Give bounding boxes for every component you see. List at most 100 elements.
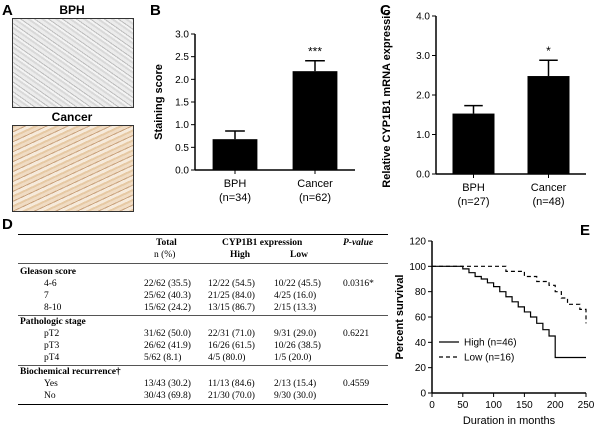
cell-total: 25/62 (40.3) [144, 291, 191, 301]
chart-e-ylabel: Percent survival [394, 275, 406, 360]
chart-e-legend-label: High (n=46) [464, 338, 517, 349]
cell-low: 9/31 (29.0) [274, 329, 317, 339]
chart-b-ytick-label: 2.0 [175, 75, 189, 86]
chart-c-ylabel: Relative CYP1B1 mRNA expression [381, 10, 393, 188]
chart-c-ytick-label: 3.0 [416, 51, 430, 62]
chart-b-ytick-label: 2.5 [175, 52, 189, 63]
chart-c-bar [452, 113, 495, 174]
cell-high: 21/30 (70.0) [208, 391, 255, 401]
chart-c-category-n: (n=27) [457, 196, 489, 208]
table-row: 4-6 22/62 (35.5) 12/22 (54.5) 10/22 (45.5) 0… [18, 278, 388, 290]
cell-low: 2/13 (15.4) [274, 379, 317, 389]
chart-b: 0.0 0.5 1.0 1.5 2.0 2.5 3.0 BPH (n=34) *** Cancer (… [153, 30, 355, 204]
cancer-histology-image [12, 125, 134, 212]
chart-e-xlabel: Duration in months [463, 415, 556, 427]
chart-b-category-label: BPH [224, 178, 247, 190]
panel-label-a: A [2, 2, 13, 19]
table-top-rule [18, 234, 388, 235]
chart-c-category-label: BPH [462, 182, 485, 194]
chart-e-xtick-label: 150 [516, 400, 533, 411]
cell-high: 11/13 (84.6) [208, 379, 255, 389]
chart-e-ytick-label: 100 [409, 262, 426, 273]
table-section-rule [18, 315, 388, 316]
chart-e-ytick-label: 40 [415, 338, 427, 349]
chart-e-series-high [432, 265, 586, 359]
chart-e-xtick-label: 0 [429, 400, 435, 411]
chart-e-ytick-label: 20 [415, 363, 427, 374]
cell-low: 2/15 (13.3) [274, 303, 317, 313]
chart-c-ytick-label: 0.0 [416, 170, 430, 181]
table-row: pT4 5/62 (8.1) 4/5 (80.0) 1/5 (20.0) [18, 352, 388, 364]
chart-e-series-low [432, 265, 587, 324]
chart-b-bar [212, 139, 258, 170]
row-label: Yes [44, 379, 58, 389]
cell-pvalue: 0.4559 [343, 379, 370, 389]
table-section-title: Gleason score [18, 266, 388, 278]
bph-histology-image [12, 18, 134, 108]
table-row: 8-10 15/62 (24.2) 13/15 (86.7) 2/15 (13.3) [18, 302, 388, 314]
row-label: 7 [44, 291, 49, 301]
table-header-rule [18, 263, 388, 264]
cell-high: 21/25 (84.0) [208, 291, 255, 301]
chart-e: 0 20 40 60 80 100 120 0 50 100 150 200 250 High (n=46… [394, 237, 595, 428]
chart-c-ytick-label: 4.0 [416, 12, 430, 23]
cell-total: 15/62 (24.2) [144, 303, 191, 313]
table-section-title: Pathologic stage [18, 316, 388, 328]
chart-b-significance: *** [308, 45, 322, 59]
chart-b-category-n: (n=34) [219, 192, 251, 204]
section-title-text: Pathologic stage [20, 317, 86, 327]
cell-high: 4/5 (80.0) [208, 353, 246, 363]
chart-e-xtick-label: 250 [578, 400, 595, 411]
cell-low: 10/22 (45.5) [274, 279, 321, 289]
cell-pvalue: 0.6221 [343, 329, 370, 339]
table-row: pT2 31/62 (50.0) 22/31 (71.0) 9/31 (29.0) 0.… [18, 328, 388, 340]
table-section-rule [18, 365, 388, 366]
chart-e-ytick-label: 60 [415, 313, 427, 324]
cell-total: 26/62 (41.9) [144, 341, 191, 351]
chart-b-ytick-label: 0.5 [175, 143, 189, 154]
cell-total: 31/62 (50.0) [144, 329, 191, 339]
cell-total: 22/62 (35.5) [144, 279, 191, 289]
chart-c: 0.0 1.0 2.0 3.0 4.0 BPH (n=27) * Cancer (n=48) Rel… [381, 10, 586, 208]
table-row: Yes 13/43 (30.2) 11/13 (84.6) 2/13 (15.4) 0.… [18, 378, 388, 390]
panel-label-c: C [380, 2, 391, 19]
chart-b-bar [292, 71, 338, 170]
chart-b-ytick-label: 3.0 [175, 30, 189, 41]
header-low: Low [290, 250, 308, 260]
chart-c-ytick-label: 1.0 [416, 130, 430, 141]
cell-pvalue: 0.0316* [343, 279, 374, 289]
chart-e-xtick-label: 200 [547, 400, 564, 411]
chart-b-category-n: (n=62) [299, 192, 331, 204]
chart-b-ytick-label: 1.0 [175, 120, 189, 131]
header-cyp: CYP1B1 expression [222, 238, 303, 248]
cell-total: 30/43 (69.8) [144, 391, 191, 401]
chart-b-ytick-label: 0.0 [175, 166, 189, 177]
cancer-image-title: Cancer [51, 110, 93, 124]
table-header-row-2: n (%) High Low [18, 249, 388, 261]
cell-low: 10/26 (38.5) [274, 341, 321, 351]
panel-label-d: D [2, 216, 13, 233]
cell-high: 22/31 (71.0) [208, 329, 255, 339]
header-high: High [230, 250, 251, 260]
chart-e-xtick-label: 100 [485, 400, 502, 411]
header-pvalue: P-value [343, 238, 374, 248]
cell-high: 16/26 (61.5) [208, 341, 255, 351]
table-row: pT3 26/62 (41.9) 16/26 (61.5) 10/26 (38.5) [18, 340, 388, 352]
cell-total: 13/43 (30.2) [144, 379, 191, 389]
chart-e-ytick-label: 0 [420, 389, 426, 400]
chart-e-legend-label: Low (n=16) [464, 353, 514, 364]
row-label: pT2 [44, 329, 60, 339]
row-label: No [44, 391, 56, 401]
row-label: 8-10 [44, 303, 62, 313]
chart-c-significance: * [546, 44, 551, 58]
section-title-text: Biochemical recurrence† [20, 367, 121, 377]
header-total: Total [156, 238, 177, 248]
chart-c-ytick-label: 2.0 [416, 91, 430, 102]
row-label: pT4 [44, 353, 60, 363]
chart-b-ytick-label: 1.5 [175, 98, 189, 109]
chart-b-category-label: Cancer [297, 178, 333, 190]
row-label: pT3 [44, 341, 60, 351]
chart-e-xtick-label: 50 [457, 400, 469, 411]
chart-e-ytick-label: 80 [415, 287, 427, 298]
cell-total: 5/62 (8.1) [144, 353, 182, 363]
